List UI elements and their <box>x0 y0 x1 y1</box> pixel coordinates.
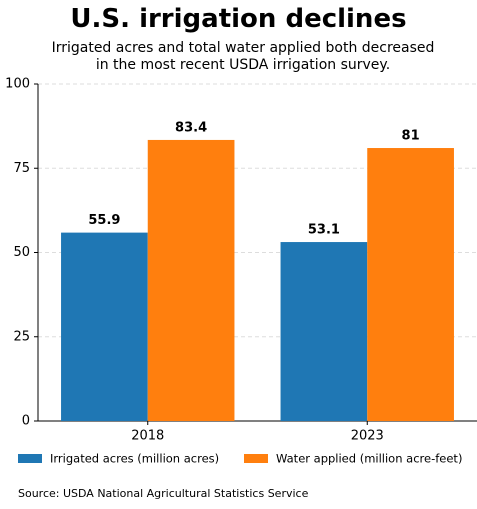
chart-subtitle: Irrigated acres and total water applied … <box>51 40 435 73</box>
value-label: 55.9 <box>88 213 120 228</box>
source-note: Source: USDA National Agricultural Stati… <box>18 487 309 500</box>
chart-title: U.S. irrigation declines <box>70 4 407 34</box>
x-tick-label: 2018 <box>131 429 164 444</box>
value-label: 83.4 <box>175 120 207 135</box>
y-tick-label: 100 <box>5 77 30 92</box>
y-tick-label: 25 <box>13 329 30 344</box>
bar <box>147 139 235 421</box>
y-tick-label: 0 <box>22 414 30 429</box>
legend-label: Water applied (million acre-feet) <box>276 452 462 466</box>
legend-label: Irrigated acres (million acres) <box>50 452 219 466</box>
legend-swatch <box>244 454 268 463</box>
legend-swatch <box>18 454 42 463</box>
bar <box>367 148 454 421</box>
bar <box>280 242 368 421</box>
bar <box>61 232 148 421</box>
value-label: 81 <box>402 129 420 144</box>
x-tick-label: 2023 <box>351 429 384 444</box>
chart: 0 25 50 75 100 2018 55.9 83.4 2023 53.1 81 Irrigate… <box>5 77 477 466</box>
y-tick-label: 75 <box>13 161 30 176</box>
y-tick-label: 50 <box>13 245 30 260</box>
value-label: 53.1 <box>308 223 340 238</box>
